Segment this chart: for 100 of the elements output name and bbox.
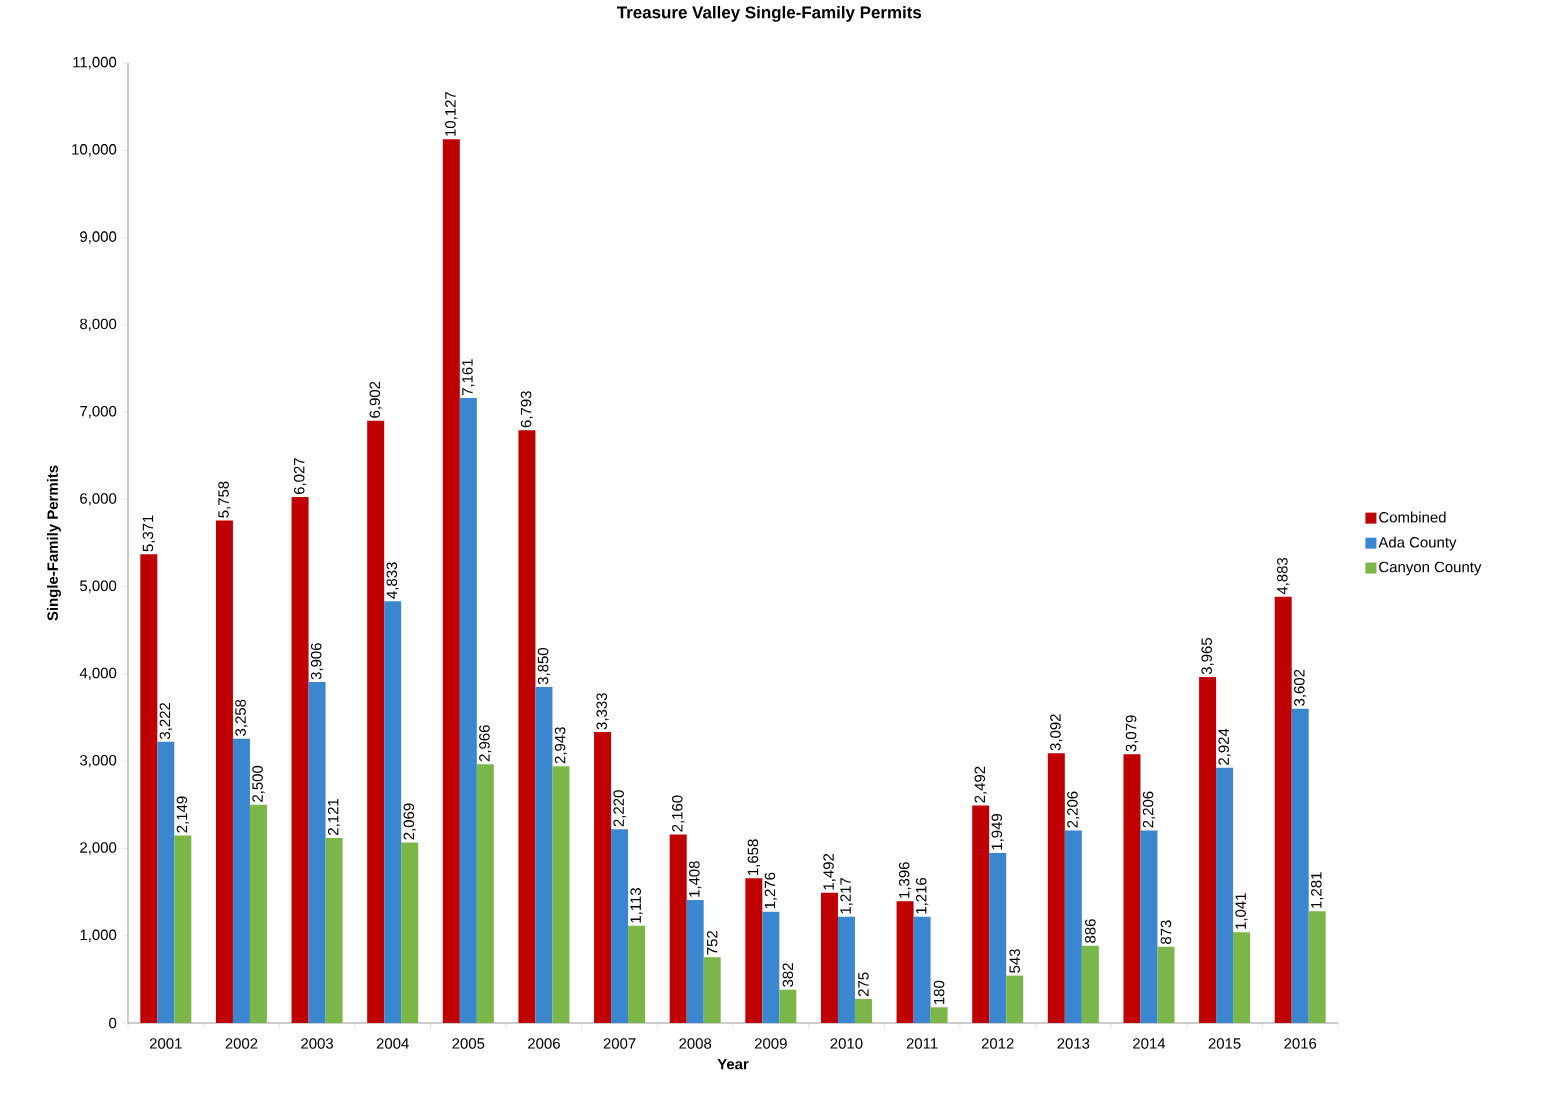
- bar: [1157, 946, 1175, 1023]
- x-tick-label: 2015: [1208, 1038, 1241, 1049]
- y-tick-label: 3,000: [79, 755, 117, 768]
- bar: [779, 989, 797, 1023]
- bar: [232, 738, 250, 1023]
- bar: [703, 957, 721, 1023]
- data-label: 3,850: [537, 647, 551, 685]
- y-tick-label: 8,000: [80, 318, 117, 331]
- bar: [594, 732, 612, 1023]
- data-label: 3,092: [1050, 714, 1063, 751]
- data-label: 4,833: [386, 562, 399, 599]
- x-tick-label: 2008: [679, 1038, 712, 1049]
- data-label: 7,161: [462, 359, 475, 396]
- bar: [1140, 830, 1158, 1023]
- y-tick-label: 5,000: [80, 580, 117, 593]
- x-tick-label: 2016: [1284, 1038, 1317, 1049]
- data-label: 1,113: [630, 888, 643, 923]
- data-label: 2,160: [672, 795, 685, 832]
- bar: [157, 741, 175, 1023]
- data-label: 1,949: [991, 814, 1004, 850]
- x-tick-label: 2012: [981, 1038, 1014, 1049]
- data-label: 5,371: [142, 515, 155, 552]
- x-tick-label: 2005: [452, 1038, 485, 1049]
- bar: [972, 805, 990, 1023]
- data-label: 2,492: [974, 766, 987, 803]
- data-label: 3,079: [1125, 715, 1139, 752]
- y-tick-label: 0: [109, 1017, 117, 1029]
- bar: [401, 842, 419, 1023]
- bar: [930, 1007, 948, 1023]
- bar: [762, 911, 780, 1023]
- data-label: 275: [858, 972, 869, 997]
- bar: [628, 925, 646, 1023]
- data-label: 3,258: [235, 699, 248, 736]
- data-label: 886: [1085, 919, 1096, 943]
- data-label: 1,396: [898, 862, 912, 898]
- data-label: 3,602: [1294, 669, 1307, 706]
- bar: [1064, 830, 1082, 1023]
- data-label: 2,924: [1218, 728, 1231, 765]
- x-tick-label: 2006: [528, 1038, 560, 1049]
- bar: [442, 139, 460, 1023]
- data-label: 2,206: [1067, 791, 1080, 828]
- x-tick-label: 2003: [301, 1038, 334, 1049]
- legend-label: Ada County: [1378, 536, 1457, 551]
- x-tick-label: 2014: [1133, 1038, 1166, 1049]
- data-label: 3,222: [159, 702, 172, 740]
- data-label: 2,206: [1142, 791, 1156, 828]
- data-label: 873: [1160, 920, 1172, 944]
- y-tick-label: 9,000: [80, 231, 117, 244]
- bar: [325, 837, 343, 1023]
- bar: [1291, 708, 1309, 1023]
- bar: [1308, 911, 1326, 1023]
- bar: [291, 497, 309, 1023]
- bar: [367, 420, 385, 1023]
- data-label: 1,658: [747, 839, 760, 875]
- bar: [896, 901, 914, 1023]
- x-tick-label: 2004: [376, 1038, 409, 1049]
- bar: [1081, 945, 1099, 1023]
- data-label: 6,027: [293, 458, 307, 495]
- y-tick-label: 1,000: [80, 929, 117, 942]
- x-tick-label: 2007: [603, 1038, 636, 1049]
- bar: [1123, 754, 1141, 1023]
- data-label: 3,333: [596, 693, 609, 730]
- legend-label: Combined: [1379, 511, 1446, 523]
- data-label: 2,149: [176, 796, 189, 833]
- data-label: 4,883: [1277, 557, 1290, 595]
- bar: [384, 601, 402, 1023]
- bar: [1006, 975, 1024, 1023]
- data-label: 2,220: [613, 790, 626, 827]
- bar: [459, 398, 477, 1023]
- bar: [820, 892, 838, 1023]
- y-tick-label: 4,000: [79, 667, 117, 681]
- data-label: 382: [782, 963, 794, 987]
- data-label: 6,793: [520, 391, 534, 428]
- bar: [308, 682, 326, 1023]
- bar: [552, 766, 570, 1023]
- bar: [1047, 753, 1065, 1023]
- bar: [913, 916, 931, 1023]
- y-tick-label: 7,000: [80, 405, 117, 419]
- bar: [518, 430, 536, 1023]
- bar: [249, 804, 267, 1023]
- x-tick-label: 2010: [830, 1038, 863, 1049]
- bar: [611, 829, 629, 1023]
- y-tick-label: 11,000: [73, 56, 117, 70]
- legend-label: Canyon County: [1379, 561, 1482, 576]
- y-axis-title: Single-Family Permits: [46, 465, 61, 621]
- data-label: 1,281: [1311, 872, 1324, 908]
- data-label: 10,127: [445, 92, 458, 136]
- data-label: 1,276: [764, 872, 777, 909]
- data-label: 2,500: [252, 765, 265, 802]
- data-label: 2,121: [327, 799, 341, 835]
- bar: [1216, 767, 1234, 1023]
- bar: [686, 900, 704, 1023]
- bar: [989, 852, 1007, 1023]
- chart-title: Treasure Valley Single-Family Permits: [616, 5, 922, 22]
- x-tick-label: 2001: [149, 1038, 182, 1049]
- bar: [669, 834, 687, 1023]
- bar: [174, 835, 192, 1023]
- data-label: 543: [1009, 949, 1020, 973]
- data-label: 180: [933, 980, 945, 1004]
- bar: [476, 764, 494, 1023]
